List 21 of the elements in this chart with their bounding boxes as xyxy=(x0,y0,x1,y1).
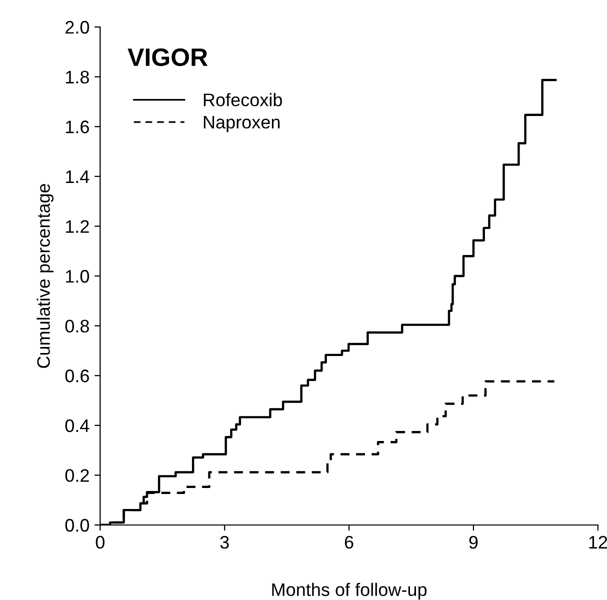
y-tick-label: 0.0 xyxy=(65,518,90,532)
x-axis-title: Months of follow-up xyxy=(272,582,427,600)
y-tick-label: 1.6 xyxy=(66,120,89,134)
x-tick-label: 6 xyxy=(344,536,354,549)
x-tick-label: 0 xyxy=(96,536,104,549)
y-axis-title: Cumulative percentage xyxy=(36,184,54,368)
y-tick-label: 0.4 xyxy=(65,419,90,432)
y-tick-label: 1.2 xyxy=(66,220,89,233)
legend-label: Rofecoxib xyxy=(204,93,282,106)
y-tick-label: 0.2 xyxy=(65,469,89,482)
x-tick-label: 3 xyxy=(220,536,229,549)
y-tick-label: 1.0 xyxy=(66,270,90,283)
y-tick-label: 1.4 xyxy=(66,170,90,183)
x-tick-label: 9 xyxy=(469,536,478,549)
y-tick-label: 1.8 xyxy=(66,70,89,84)
x-tick-label: 12 xyxy=(589,536,607,548)
y-tick-label: 0.8 xyxy=(65,320,89,333)
legend-label: Naproxen xyxy=(204,116,280,132)
text: VIGOR xyxy=(128,48,208,66)
y-tick-label: 2.0 xyxy=(66,20,90,34)
y-tick-label: 0.6 xyxy=(65,370,89,382)
